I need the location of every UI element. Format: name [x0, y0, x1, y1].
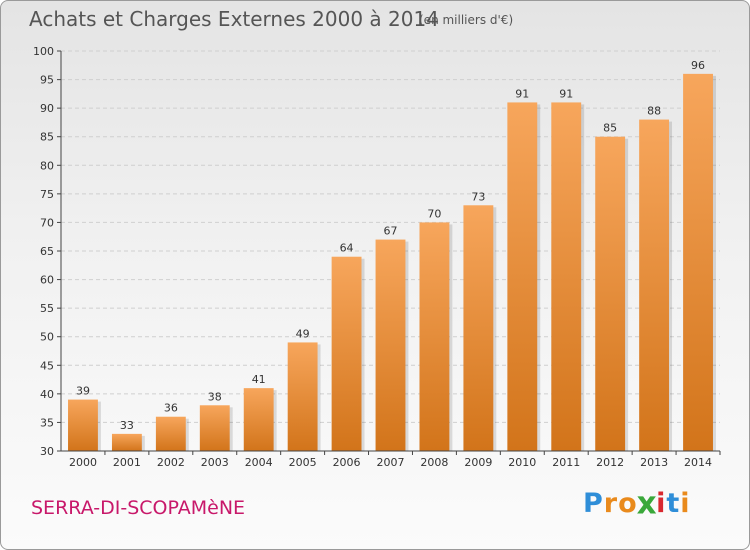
y-tick-label: 45 — [40, 359, 54, 372]
data-label: 33 — [120, 419, 134, 432]
x-tick-label: 2013 — [640, 456, 668, 469]
bar — [111, 433, 142, 451]
bar — [199, 405, 230, 451]
y-tick-label: 40 — [40, 388, 54, 401]
data-label: 36 — [164, 402, 178, 415]
data-label: 39 — [76, 385, 90, 398]
logo-letter: x — [636, 485, 658, 522]
x-tick-label: 2014 — [684, 456, 712, 469]
data-label: 67 — [384, 225, 398, 238]
proxiti-logo: Proxiti — [583, 485, 691, 522]
data-label: 49 — [296, 327, 310, 340]
data-label: 41 — [252, 373, 266, 386]
x-tick-label: 2006 — [333, 456, 361, 469]
data-label: 38 — [208, 390, 222, 403]
data-label: 70 — [427, 207, 441, 220]
x-tick-label: 2001 — [113, 456, 141, 469]
bar — [243, 388, 274, 451]
x-tick-label: 2007 — [377, 456, 405, 469]
unit-note: (en milliers d'€) — [419, 13, 514, 27]
x-tick-label: 2010 — [508, 456, 536, 469]
data-label: 91 — [559, 87, 573, 100]
bar — [683, 73, 713, 451]
bar — [68, 399, 98, 451]
x-tick-label: 2002 — [157, 456, 185, 469]
logo-letter: i — [680, 488, 691, 519]
bar — [375, 239, 406, 451]
bar — [419, 222, 450, 451]
data-label: 96 — [691, 59, 705, 72]
y-tick-label: 100 — [33, 45, 54, 58]
bar — [551, 102, 582, 451]
x-tick-label: 2008 — [420, 456, 448, 469]
x-tick-label: 2003 — [201, 456, 229, 469]
logo-letter: r — [603, 488, 619, 519]
logo-letter: o — [618, 488, 638, 519]
bar — [507, 102, 538, 451]
data-label: 64 — [340, 242, 354, 255]
bar — [595, 136, 626, 451]
logo-letter: i — [656, 488, 667, 519]
bar — [463, 205, 494, 451]
x-tick-label: 2012 — [596, 456, 624, 469]
y-tick-label: 75 — [40, 188, 54, 201]
y-tick-label: 60 — [40, 274, 54, 287]
x-tick-label: 2000 — [69, 456, 97, 469]
x-tick-label: 2005 — [289, 456, 317, 469]
x-tick-label: 2009 — [464, 456, 492, 469]
bar — [287, 342, 318, 451]
x-tick-label: 2011 — [552, 456, 580, 469]
x-tick-label: 2004 — [245, 456, 273, 469]
data-label: 91 — [515, 87, 529, 100]
bar — [639, 119, 670, 452]
y-tick-label: 70 — [40, 216, 54, 229]
data-label: 73 — [471, 190, 485, 203]
data-label: 88 — [647, 105, 661, 118]
logo-letter: t — [666, 488, 681, 519]
logo-letter: P — [583, 488, 604, 519]
y-tick-label: 90 — [40, 102, 54, 115]
y-tick-label: 50 — [40, 331, 54, 344]
bar — [331, 256, 362, 451]
y-tick-label: 35 — [40, 416, 54, 429]
place-name: SERRA-DI-SCOPAMèNE — [31, 497, 246, 519]
y-tick-label: 80 — [40, 159, 54, 172]
y-tick-label: 55 — [40, 302, 54, 315]
data-label: 85 — [603, 122, 617, 135]
chart-title: Achats et Charges Externes 2000 à 2014 — [29, 7, 439, 31]
y-tick-label: 85 — [40, 131, 54, 144]
y-tick-label: 30 — [40, 445, 54, 458]
bar — [155, 416, 186, 451]
y-tick-label: 65 — [40, 245, 54, 258]
y-tick-label: 95 — [40, 74, 54, 87]
